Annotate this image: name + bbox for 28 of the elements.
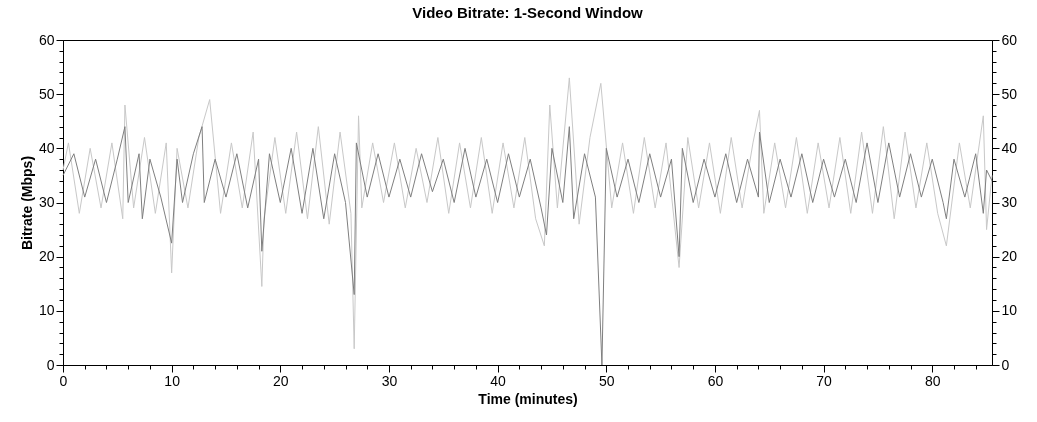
y2-tick-label: 10 [1001,302,1018,319]
x-tick-label: 70 [816,372,833,389]
x-tick-label: 20 [273,372,289,389]
x-tick-label: 50 [598,372,615,389]
y2-tick-label: 30 [1001,194,1018,210]
y-tick-label: 30 [38,194,55,210]
x-tick-label: 40 [490,372,507,389]
y2-tick-label: 50 [1001,85,1018,102]
y2-tick-label: 20 [1001,248,1018,265]
x-tick-label: 30 [381,372,398,389]
y-tick-label: 60 [38,31,55,48]
y-axis-title: Bitrate (Mbps) [18,155,35,251]
y2-tick-label: 40 [1001,139,1018,156]
y-tick-label: 40 [38,139,55,156]
y-tick-label: 10 [38,302,55,319]
x-tick-label: 10 [164,372,181,389]
y2-tick-label: 0 [1001,356,1010,373]
y2-tick-label: 60 [1001,31,1018,48]
y-tick-label: 0 [46,356,55,373]
line-series [62,126,993,366]
chart-title: Video Bitrate: 1-Second Window [412,4,644,21]
line-series [62,77,993,350]
x-axis-title: Time (minutes) [478,390,578,407]
y-tick-label: 50 [38,85,55,102]
y-tick-label: 20 [38,248,55,265]
x-tick-label: 80 [924,372,941,389]
x-tick-label: 60 [707,372,724,389]
x-tick-label: 0 [59,372,68,389]
